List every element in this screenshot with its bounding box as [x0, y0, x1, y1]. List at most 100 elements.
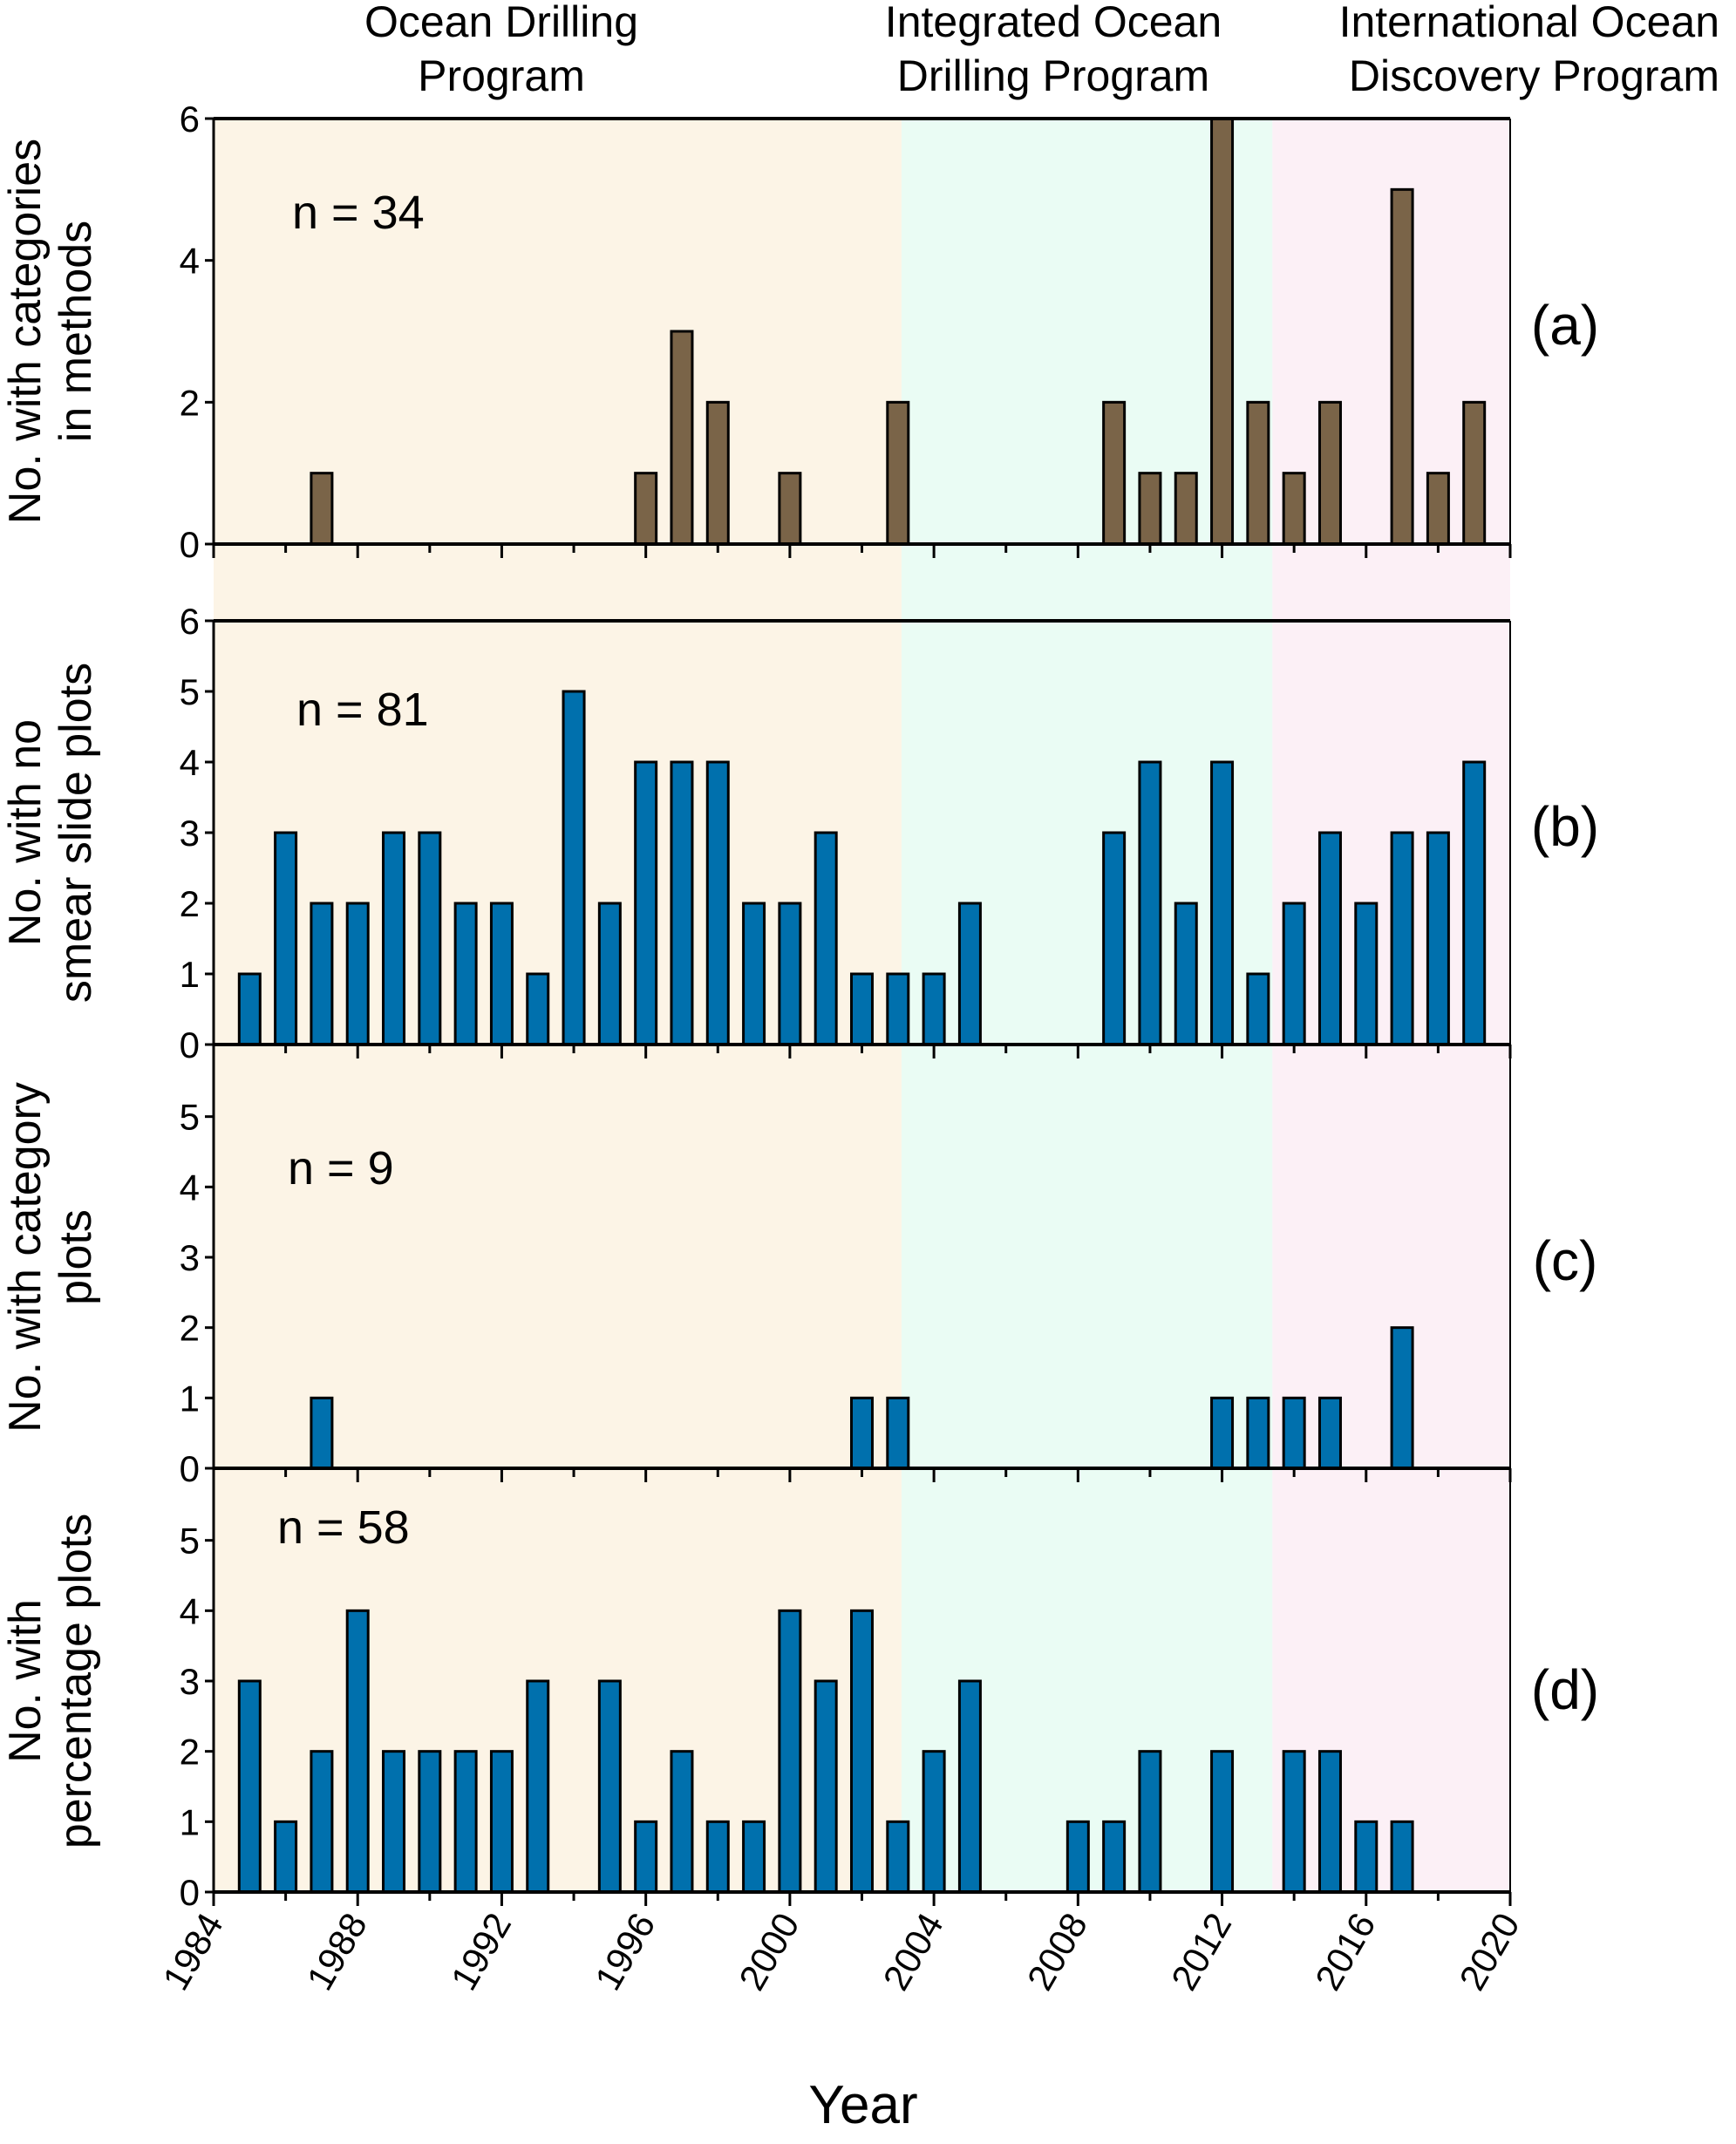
bar-b-2012 [1210, 760, 1235, 1046]
y-tick-label-1-0: 0 [180, 1024, 200, 1065]
y-tick-label-3-2: 2 [180, 1732, 200, 1773]
bar-b-1985 [237, 972, 262, 1046]
bar-b-2001 [814, 831, 838, 1046]
y-axis-title-1-line-1: smear slide plots [51, 663, 101, 1003]
panel-letter-3: (d) [1531, 1658, 1599, 1721]
bar-c-2015 [1317, 1396, 1342, 1470]
bar-d-2017 [1390, 1820, 1414, 1894]
bar-b-2009 [1102, 831, 1127, 1046]
bar-b-2017 [1390, 831, 1414, 1046]
y-tick-label-3-5: 5 [180, 1521, 200, 1562]
x-tick-label-2004: 2004 [875, 1906, 950, 1997]
program-label-0-line-1: Program [418, 51, 585, 100]
bar-a-2012 [1210, 117, 1235, 546]
x-tick-label-1984: 1984 [154, 1906, 230, 1997]
bar-a-2009 [1102, 400, 1127, 546]
y-axis-title-3-line-1: percentage plots [51, 1514, 101, 1849]
program-label-1-line-0: Integrated Ocean [885, 0, 1222, 46]
program-label-2-line-1: Discovery Program [1349, 51, 1719, 100]
bar-b-2016 [1354, 902, 1379, 1046]
bar-a-2019 [1462, 400, 1487, 546]
y-tick-label-1-4: 4 [180, 742, 200, 783]
y-axis-title-2-line-0: No. with category [0, 1082, 51, 1433]
bar-b-2005 [957, 902, 982, 1046]
panel-letter-0: (a) [1531, 294, 1599, 357]
bar-d-1985 [237, 1679, 262, 1894]
program-label-2-line-0: International Ocean [1339, 0, 1719, 46]
bar-a-1997 [670, 330, 694, 546]
bar-a-2013 [1246, 400, 1270, 546]
n-label-2: n = 9 [288, 1142, 394, 1195]
bar-d-2003 [886, 1820, 910, 1894]
bar-b-1988 [345, 902, 370, 1046]
bar-b-1998 [705, 760, 730, 1046]
y-tick-label-2-3: 3 [180, 1237, 200, 1278]
bar-a-2014 [1282, 472, 1306, 546]
y-tick-label-0-2: 2 [180, 382, 200, 423]
bar-b-1999 [742, 902, 766, 1046]
bar-d-2002 [850, 1609, 874, 1894]
bar-d-1986 [274, 1820, 298, 1894]
y-axis-title-0-line-0: No. with categories [0, 139, 51, 524]
y-tick-label-2-2: 2 [180, 1308, 200, 1349]
bar-d-2014 [1282, 1750, 1306, 1894]
bar-d-2001 [814, 1679, 838, 1894]
y-tick-label-2-5: 5 [180, 1097, 200, 1138]
bar-c-2002 [850, 1396, 874, 1470]
x-tick-label-2012: 2012 [1163, 1906, 1239, 1997]
y-tick-label-3-3: 3 [180, 1661, 200, 1702]
axes-layer [205, 117, 1512, 1906]
program-label-1-line-1: Drilling Program [897, 51, 1209, 100]
bar-b-1996 [634, 760, 658, 1046]
y-tick-label-1-5: 5 [180, 671, 200, 712]
bar-c-1987 [310, 1396, 334, 1470]
y-tick-label-2-0: 0 [180, 1448, 200, 1489]
bar-d-2010 [1138, 1750, 1162, 1894]
bar-d-2008 [1065, 1820, 1090, 1894]
bar-b-2000 [778, 902, 802, 1046]
y-tick-label-1-1: 1 [180, 954, 200, 995]
bar-b-2018 [1426, 831, 1450, 1046]
bar-b-2013 [1246, 972, 1270, 1046]
bar-b-1990 [418, 831, 442, 1046]
bar-b-2010 [1138, 760, 1162, 1046]
bar-b-2015 [1317, 831, 1342, 1046]
bar-d-1999 [742, 1820, 766, 1894]
bar-b-1994 [562, 690, 586, 1046]
panel-letter-1: (b) [1531, 795, 1599, 858]
bar-a-1998 [705, 400, 730, 546]
bar-c-2012 [1210, 1396, 1235, 1470]
bar-b-1986 [274, 831, 298, 1046]
bar-b-2011 [1174, 902, 1198, 1046]
bar-a-2010 [1138, 472, 1162, 546]
bar-a-1987 [310, 472, 334, 546]
bar-a-2015 [1317, 400, 1342, 546]
y-tick-label-0-6: 6 [180, 99, 200, 140]
y-tick-label-2-4: 4 [180, 1167, 200, 1208]
n-label-3: n = 58 [277, 1501, 410, 1554]
y-tick-label-1-2: 2 [180, 883, 200, 924]
bar-b-1991 [453, 902, 478, 1046]
bar-c-2003 [886, 1396, 910, 1470]
y-tick-label-3-1: 1 [180, 1801, 200, 1842]
bar-d-2004 [922, 1750, 946, 1894]
bar-d-1996 [634, 1820, 658, 1894]
bar-d-2012 [1210, 1750, 1235, 1894]
bar-a-2018 [1426, 472, 1450, 546]
bar-d-2016 [1354, 1820, 1379, 1894]
bar-d-1987 [310, 1750, 334, 1894]
bar-d-1993 [526, 1679, 550, 1894]
bar-a-1996 [634, 472, 658, 546]
bar-d-1990 [418, 1750, 442, 1894]
y-tick-label-1-6: 6 [180, 601, 200, 642]
bar-d-1989 [382, 1750, 406, 1894]
x-tick-label-2000: 2000 [731, 1906, 807, 1997]
x-tick-label-1992: 1992 [443, 1906, 519, 1997]
bar-b-2014 [1282, 902, 1306, 1046]
bar-d-2009 [1102, 1820, 1127, 1894]
bar-b-2019 [1462, 760, 1487, 1046]
bar-d-2000 [778, 1609, 802, 1894]
y-tick-label-3-4: 4 [180, 1590, 200, 1631]
bar-b-1997 [670, 760, 694, 1046]
